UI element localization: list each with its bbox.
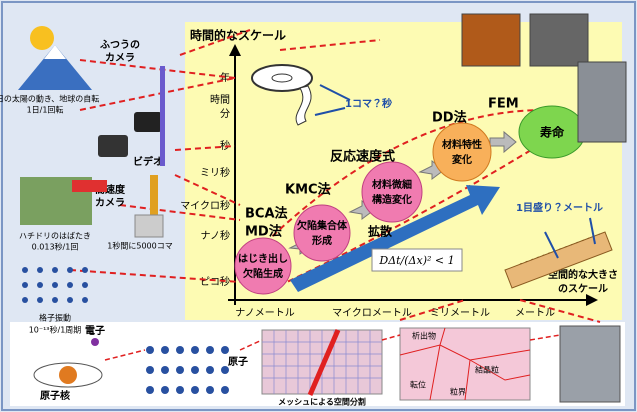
x-label: メートル — [515, 308, 555, 319]
bottom-connectors — [104, 334, 561, 361]
sun — [30, 26, 54, 50]
diffusion-arrow — [290, 185, 500, 292]
bracket — [160, 66, 165, 166]
frame-rate: 1秒間に5000コマ — [107, 241, 172, 251]
afm-image — [461, 13, 521, 67]
x-label: ミリメートル — [430, 308, 490, 319]
diffusion-label: 拡散 — [368, 224, 393, 239]
sun-caption: 1日の太陽の動き、地球の自転 — [0, 94, 99, 104]
y-label: マイクロ秒 — [180, 199, 230, 212]
stage-circle — [361, 161, 423, 223]
camera — [134, 112, 162, 132]
stage-label: 構造変化 — [372, 193, 412, 206]
lattice-caption: 格子振動 — [39, 313, 71, 323]
x-title: のスケール — [558, 283, 608, 295]
y-arrow — [229, 44, 241, 56]
y-label: 分 — [220, 108, 230, 120]
grain-label: 析出物 — [412, 331, 436, 341]
grain-boundaries — [399, 327, 531, 401]
high-speed-camera — [134, 214, 164, 238]
stage-circle — [432, 122, 492, 182]
frame-question: 1コマ？秒 — [345, 97, 392, 110]
video-camera — [98, 135, 128, 157]
grain-label: 転位 — [410, 380, 426, 390]
tem-image — [529, 13, 589, 67]
camera-label: カメラ — [105, 52, 135, 64]
camera-label: ふつうの — [100, 39, 140, 51]
x-title: 空間的な大きさ — [548, 268, 618, 281]
y-label: ミリ秒 — [200, 166, 230, 179]
stage-labels: はじき出し 欠陥生成 欠陥集合体 形成 材料微細 構造変化 材料特性 変化 寿命 — [238, 125, 565, 281]
electron — [91, 338, 99, 346]
method: KMC法 — [285, 182, 331, 198]
ruler — [504, 231, 613, 289]
high-speed-label: カメラ — [95, 197, 125, 209]
x-label: マイクロメートル — [332, 307, 412, 319]
y-labels: 年 時間 分 秒 ミリ秒 マイクロ秒 ナノ秒 ピコ秒 — [180, 71, 230, 288]
stage-label: 形成 — [312, 234, 332, 247]
y-label: 時間 — [210, 94, 230, 106]
method: MD法 — [245, 224, 282, 240]
stage-label: 材料微細 — [372, 178, 412, 191]
nucleus-label: 原子核 — [40, 389, 70, 402]
pointer — [544, 231, 559, 259]
film-reel — [251, 64, 313, 126]
method: DD法 — [432, 110, 467, 126]
hummingbird-caption: 0.013秒/1回 — [32, 242, 79, 252]
mountain — [18, 45, 92, 90]
stage-circle — [293, 204, 351, 262]
x-label: ナノメートル — [235, 307, 295, 319]
lattice — [22, 267, 88, 303]
lattice-caption: 10⁻¹³秒/1周期 — [29, 325, 82, 335]
y-label: ナノ秒 — [201, 229, 231, 242]
stage-circle — [234, 237, 292, 295]
method: BCA法 — [245, 206, 288, 222]
grain-image — [399, 327, 531, 401]
reactor-image — [559, 325, 621, 403]
mesh-label: メッシュによる空間分割 — [278, 397, 366, 407]
method: FEM — [488, 97, 519, 112]
stage-label: 変化 — [452, 153, 472, 166]
y-label: 年 — [220, 71, 230, 84]
atoms — [146, 346, 229, 394]
high-speed-camera — [150, 175, 158, 215]
stage-label: 欠陥生成 — [243, 267, 283, 280]
device-image — [577, 61, 627, 143]
orbit — [33, 362, 103, 388]
stage-label: 寿命 — [540, 125, 565, 140]
grain-label: 結晶粒 — [475, 365, 499, 375]
stage-label: 欠陥集合体 — [297, 219, 348, 232]
x-labels: ナノメートル マイクロメートル ミリメートル メートル 空間的な大きさ のスケー… — [235, 268, 618, 319]
pointer — [589, 217, 596, 245]
crack — [307, 329, 341, 396]
stage-label: 材料特性 — [442, 138, 482, 151]
stage-label: はじき出し — [238, 252, 288, 265]
snow — [44, 45, 66, 59]
sun-caption: 1日/1回転 — [27, 106, 64, 115]
scale-question: 1目盛り？メートル — [516, 201, 603, 214]
video-label: ビデオ — [133, 155, 163, 168]
x-arrow — [586, 294, 598, 306]
electron-label: 電子 — [85, 325, 105, 337]
hummingbird-caption: ハチドリのはばたき — [19, 232, 91, 241]
y-label: 秒 — [220, 139, 230, 152]
pointer — [319, 84, 351, 101]
nucleus — [59, 366, 77, 384]
formula-box — [371, 248, 463, 272]
y-label: ピコ秒 — [200, 275, 230, 288]
formula: DΔt/(Δx)² < 1 — [378, 254, 454, 267]
pointer — [314, 107, 346, 116]
atom-label: 原子 — [228, 356, 248, 368]
method: 反応速度式 — [330, 149, 395, 165]
hummingbird-image — [72, 180, 107, 192]
grain-label: 粒界 — [450, 387, 466, 397]
